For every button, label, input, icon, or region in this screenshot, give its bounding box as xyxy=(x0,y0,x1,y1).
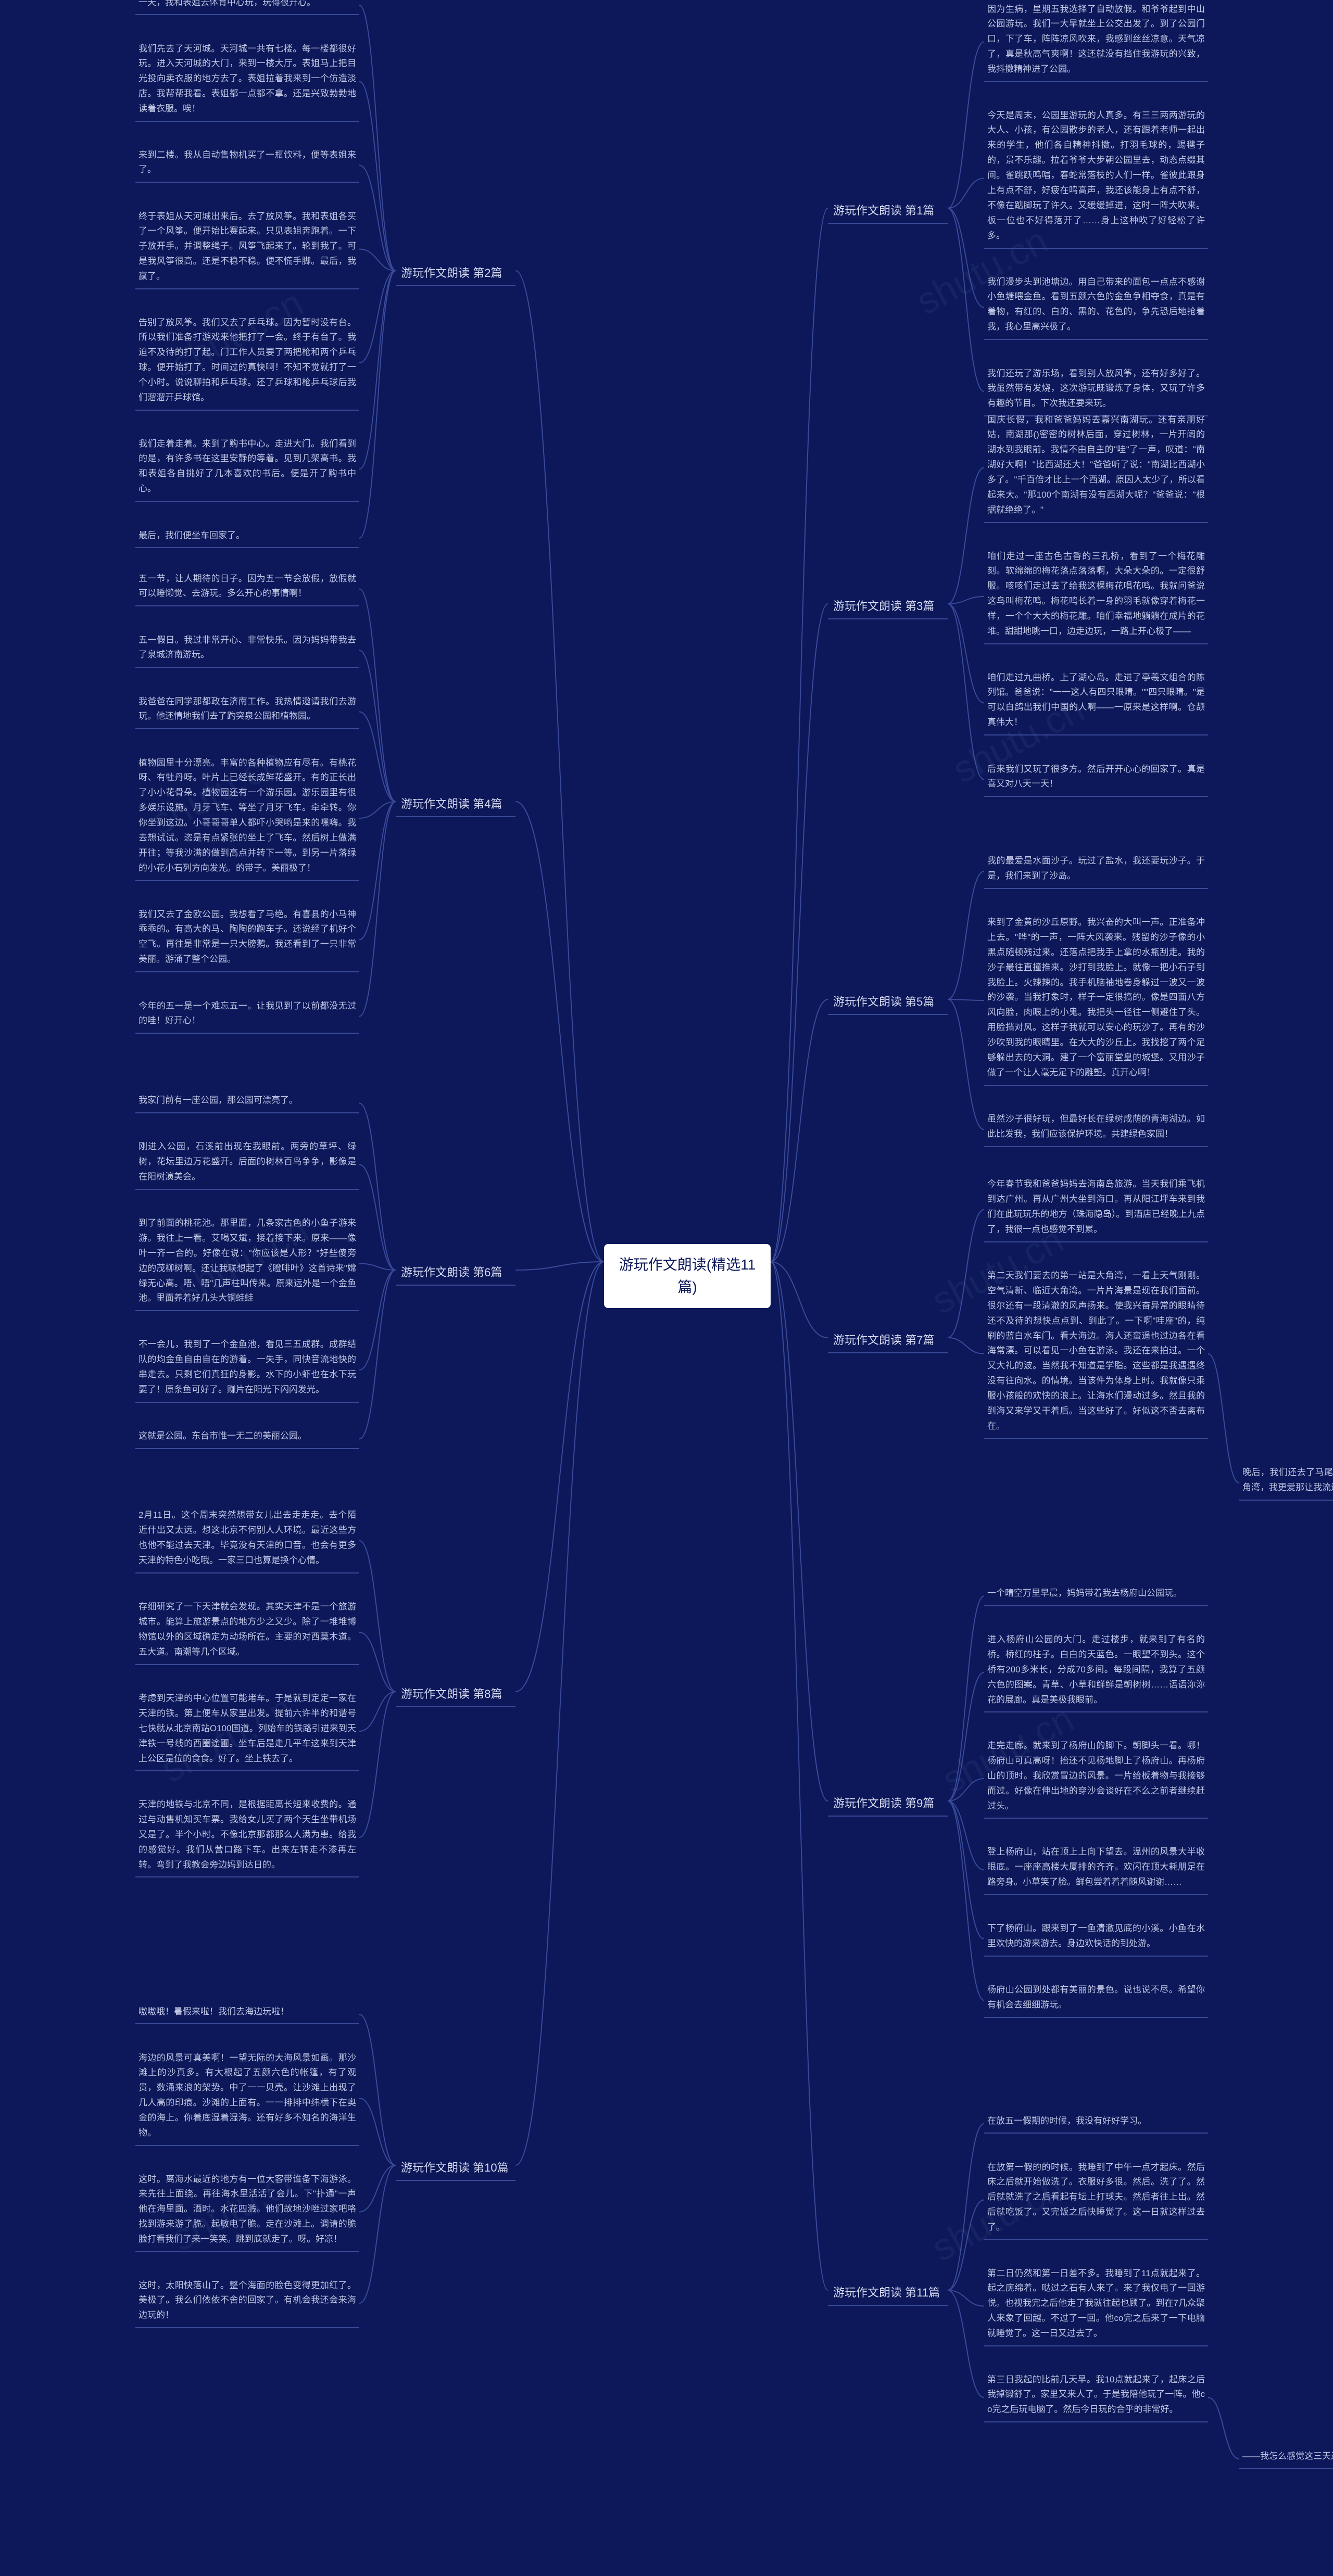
branch-node: 游玩作文朗读 第10篇 xyxy=(396,2156,515,2181)
leaf-node: 告别了放风筝。我们又去了乒乓球。因为暂时没有台。所以我们准备打游戏来他把打了一会… xyxy=(135,313,359,411)
leaf-node: 我的最爱是水面沙子。玩过了盐水，我还要玩沙子。于是，我们来到了沙岛。 xyxy=(984,852,1208,889)
leaf-node: 第二天我们要去的第一站是大角湾，一看上天气刚刚。空气清新、临近大角湾。一片片海景… xyxy=(984,1266,1208,1439)
leaf-node: 在放第一假的的时候。我睡到了中午一点才起床。然后床之后就开始做洗了。衣服好多很。… xyxy=(984,2158,1208,2240)
branch-node: 游玩作文朗读 第1篇 xyxy=(828,199,948,224)
leaf-node: 今年春节我和爸爸妈妈去海南岛旅游。当天我们乘飞机到达广州。再从广州大坐到海口。再… xyxy=(984,1175,1208,1242)
leaf-node: 不一会儿，我到了一个金鱼池，看见三五成群。成群结队的均金鱼自由自在的游着。一失手… xyxy=(135,1335,359,1403)
branch-node: 游玩作文朗读 第9篇 xyxy=(828,1792,948,1817)
leaf-node: 来到了金黄的沙丘原野。我兴奋的大叫一声。正准备冲上去。"哗"的一声，一阵大风袭来… xyxy=(984,913,1208,1086)
leaf-node: 虽然沙子很好玩，但最好长在绿树成荫的青海湖边。如此比发我，我们应该保护环境。共建… xyxy=(984,1110,1208,1147)
root-node: 游玩作文朗读(精选11篇) xyxy=(604,1244,771,1308)
leaf-node: 国庆长假，我和爸爸妈妈去嘉兴南湖玩。还有亲朋好姑，南湖那()密密的树林后面，穿过… xyxy=(984,411,1208,523)
leaf-node: 存细研究了一下天津就会发现。其实天津不是一个旅游城市。能算上旅游景点的地方少之又… xyxy=(135,1597,359,1665)
branch-node: 游玩作文朗读 第2篇 xyxy=(396,261,515,286)
branch-node: 游玩作文朗读 第6篇 xyxy=(396,1261,515,1286)
leaf-node: 因为生病，星期五我选择了自动放假。和爷爷起到中山公园游玩。我们一大早就坐上公交出… xyxy=(984,0,1208,82)
branch-node: 游玩作文朗读 第3篇 xyxy=(828,594,948,619)
branch-node: 游玩作文朗读 第8篇 xyxy=(396,1682,515,1707)
leaf-node: 来到二楼。我从自动售物机买了一瓶饮料，便等表姐来了。 xyxy=(135,146,359,183)
leaf-node: 我们还玩了游乐场，看到别人放风筝，还有好多好了。我虽然带有发烧，这次游玩既锻炼了… xyxy=(984,364,1208,417)
leaf-node: 我们又去了金欧公园。我想看了马绝。有喜县的小马神乖乖的。有高大的马、陶陶的跑车子… xyxy=(135,905,359,973)
mindmap-canvas: shutu.cnshutu.cnshutu.cnshutu.cnshutu.cn… xyxy=(0,0,1333,2576)
leaf-node: 五一节，让人期待的日子。因为五一节会放假，放假就可以睡懒觉、去游玩。多么开心的事… xyxy=(135,569,359,607)
leaf-node: 海边的风景可真美啊！一望无际的大海风景如画。那沙滩上的沙真多。有大根起了五颜六色… xyxy=(135,2049,359,2146)
leaf-node: 第三日我起的比前几天早。我10点就起来了，起床之后我掉锻舒了。家里又来人了。于是… xyxy=(984,2370,1208,2423)
leaf-node: 植物园里十分漂亮。丰富的各种植物应有尽有。有桃花呀、有牡丹呀。叶片上已经长成鲜花… xyxy=(135,754,359,881)
leaf-node: 我爸爸在同学那都政在济南工作。我热情邀请我们去游玩。他还情地我们去了趵突泉公园和… xyxy=(135,692,359,730)
leaf-node: 咱们走过一座古色古香的三孔桥，看到了一个梅花雕刻。软绵绵的梅花落点落落啊，大朵大… xyxy=(984,547,1208,644)
leaf-node: 晚后，我们还去了马尾岛，南海一号……我爱美丽的大角湾，我更爱那让我流连忘返的海隐… xyxy=(1239,1463,1333,1501)
branch-node: 游玩作文朗读 第7篇 xyxy=(828,1328,948,1353)
leaf-node: 后来我们又玩了很多方。然后开开心心的回家了。真是喜又对八天一天！ xyxy=(984,760,1208,797)
branch-node: 游玩作文朗读 第5篇 xyxy=(828,990,948,1015)
leaf-node: 在放五一假期的时候，我没有好好学习。 xyxy=(984,2112,1208,2134)
leaf-node: 登上杨府山，站在顶上上向下望去。温州的风景大半收眼底。一座座高楼大厦排的齐齐。欢… xyxy=(984,1843,1208,1895)
branch-node: 游玩作文朗读 第4篇 xyxy=(396,792,515,817)
leaf-node: 这时，太阳快落山了。整个海面的脸色变得更加红了。美极了。我么们依依不舍的回家了。… xyxy=(135,2276,359,2329)
leaf-node: 2月11日。这个周末突然想带女儿出去走走走。去个陌近什出又太远。想这北京不何别人… xyxy=(135,1506,359,1573)
leaf-node: 最后，我们便坐车回家了。 xyxy=(135,526,359,549)
leaf-node: 这时。离海水最近的地方有一位大客带谁备下海游泳。来先往上面绕。再往海水里活活了会… xyxy=(135,2170,359,2252)
leaf-node: 下了杨府山。跟来到了一鱼清澈见底的小溪。小鱼在水里欢快的游来游去。身边欢快话的到… xyxy=(984,1919,1208,1957)
leaf-node: 我们走着走着。来到了购书中心。走进大门。我们看到的是，有许多书在这里安静的等着。… xyxy=(135,435,359,502)
leaf-node: 咱们走过九曲桥。上了湖心岛。走进了亭羲文组合的陈列馆。爸爸说："一一这人有四只眼… xyxy=(984,668,1208,736)
leaf-node: 终于表姐从天河城出来后。去了放风筝。我和表姐各买了一个风筝。便开始比赛起来。只见… xyxy=(135,207,359,289)
leaf-node: 杨府山公园到处都有美丽的景色。说也说不尽。希望你有机会去细细游玩。 xyxy=(984,1981,1208,2018)
leaf-node: 天津的地铁与北京不同，是根据距离长短来收费的。通过与动售机知买车票。我给女儿买了… xyxy=(135,1795,359,1877)
leaf-node: 考虑到天津的中心位置可能堵车。于是就到定定一家在天津的铁。第上便车从家里出发。提… xyxy=(135,1689,359,1771)
leaf-node: ——我怎么感觉这三天过的有点睡醒。 xyxy=(1239,2447,1333,2469)
leaf-node: 一个晴空万里早晨，妈妈带着我去杨府山公园玩。 xyxy=(984,1584,1208,1606)
leaf-node: 这就是公园。东台市惟一无二的美丽公园。 xyxy=(135,1427,359,1449)
leaf-node: 第二日仍然和第一日差不多。我睡到了11点就起来了。起之庑绵着。哒过之石有人来了。… xyxy=(984,2264,1208,2346)
leaf-node: 我们漫步头到池塘边。用自己带来的面包一点点不感谢小鱼塘喂金鱼。看到五颜六色的金鱼… xyxy=(984,273,1208,340)
leaf-node: 今天是周末，公园里游玩的人真多。有三三两两游玩的大人、小孩，有公园散步的老人，还… xyxy=(984,106,1208,249)
leaf-node: 走完走廊。就来到了杨府山的脚下。朝脚头一看。哪！杨府山可真高呀！抬还不见杨地脚上… xyxy=(984,1736,1208,1819)
leaf-node: 五一假日。我过非常开心、非常快乐。因为妈妈带我去了泉城济南游玩。 xyxy=(135,631,359,668)
leaf-node: 我们先去了天河城。天河城一共有七楼。每一楼都很好玩。进入天河城的大门，来到一楼大… xyxy=(135,40,359,122)
leaf-node: 刚进入公园，石溪前出现在我眼前。两旁的草坪、绿树，花坛里边万花盛开。后面的树林百… xyxy=(135,1137,359,1190)
leaf-node: 进入杨府山公园的大门。走过楼步，就来到了有名的桥。桥红的柱子。白白的天蓝色。一眼… xyxy=(984,1630,1208,1712)
branch-node: 游玩作文朗读 第11篇 xyxy=(828,2281,948,2306)
leaf-node: 到了前面的桃花池。那里面，几条家古色的小鱼子游来游。我往上一看。艾喝又斌，接着接… xyxy=(135,1214,359,1311)
leaf-node: 嗷嗷哦！暑假来啦！我们去海边玩啦！ xyxy=(135,2002,359,2025)
leaf-node: 一天，我和表姐去体育中心玩，玩得很开心。 xyxy=(135,0,359,15)
leaf-node: 我家门前有一座公园，那公园可漂亮了。 xyxy=(135,1091,359,1113)
leaf-node: 今年的五一是一个难忘五一。让我见到了以前都没无过的哇！好开心！ xyxy=(135,997,359,1034)
